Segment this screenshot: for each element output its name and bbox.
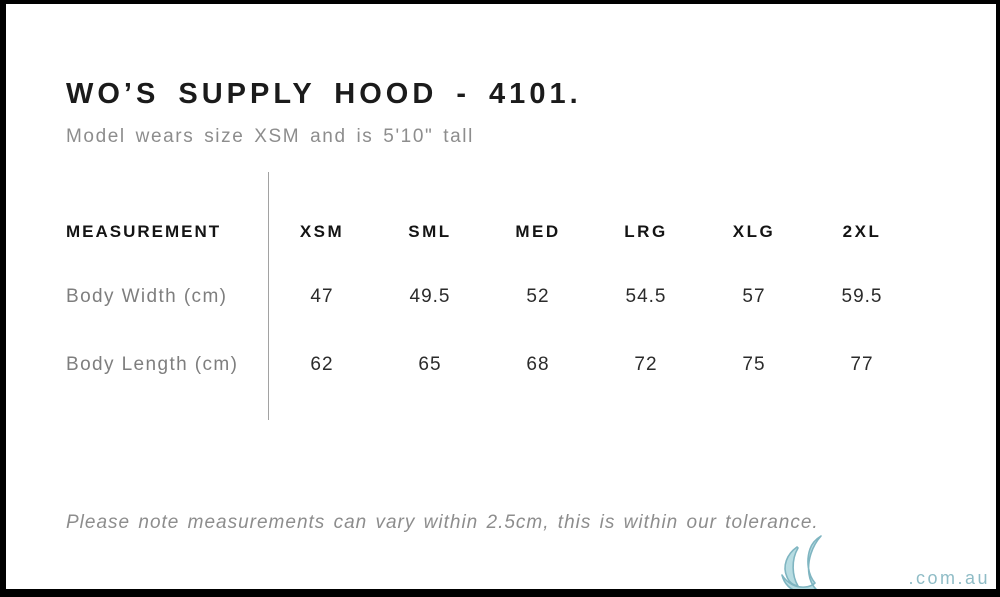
- column-header-xsm: XSM: [299, 222, 345, 241]
- column-header-xlg: XLG: [732, 222, 776, 241]
- tolerance-note: Please note measurements can vary within…: [66, 512, 819, 533]
- body-width-xsm-value: 47: [310, 286, 334, 307]
- brand-domain-text: .com.au: [908, 568, 990, 588]
- body-width-sml-value: 49.5: [409, 286, 451, 307]
- body-length-xsm-value: 62: [310, 354, 334, 375]
- table-divider-line: [268, 172, 269, 420]
- body-length-lrg-value: 72: [634, 354, 658, 375]
- body-width-med-value: 52: [526, 286, 550, 307]
- table-row-body-length: Body Length (cm) 62 65 68 72 75 77: [66, 354, 942, 376]
- body-width-2xl-value: 59.5: [841, 286, 883, 307]
- page-title: WO’S SUPPLY HOOD - 4101.: [66, 78, 582, 110]
- body-length-2xl-value: 77: [850, 354, 874, 375]
- table-row-body-width: Body Width (cm) 47 49.5 52 54.5 57 59.5: [66, 286, 942, 308]
- row-label-body-length: Body Length (cm): [66, 354, 239, 375]
- body-width-lrg-value: 54.5: [625, 286, 667, 307]
- column-header-lrg: LRG: [624, 222, 668, 241]
- column-header-measurement: MEASUREMENT: [66, 222, 222, 241]
- body-width-xlg-value: 57: [742, 286, 766, 307]
- column-header-2xl: 2XL: [842, 222, 882, 241]
- body-length-med-value: 68: [526, 354, 550, 375]
- row-label-body-width: Body Width (cm): [66, 286, 228, 307]
- body-length-sml-value: 65: [418, 354, 442, 375]
- column-header-sml: SML: [408, 222, 452, 241]
- size-chart-content: WO’S SUPPLY HOOD - 4101. Model wears siz…: [6, 78, 996, 534]
- brand-leaf-u-icon: [781, 535, 822, 589]
- model-info-text: Model wears size XSM and is 5'10" tall: [66, 126, 474, 147]
- table-header-row: MEASUREMENT XSM SML MED LRG XLG 2XL: [66, 222, 942, 242]
- size-table: MEASUREMENT XSM SML MED LRG XLG 2XL Body…: [66, 172, 942, 420]
- column-header-med: MED: [515, 222, 561, 241]
- body-length-xlg-value: 75: [742, 354, 766, 375]
